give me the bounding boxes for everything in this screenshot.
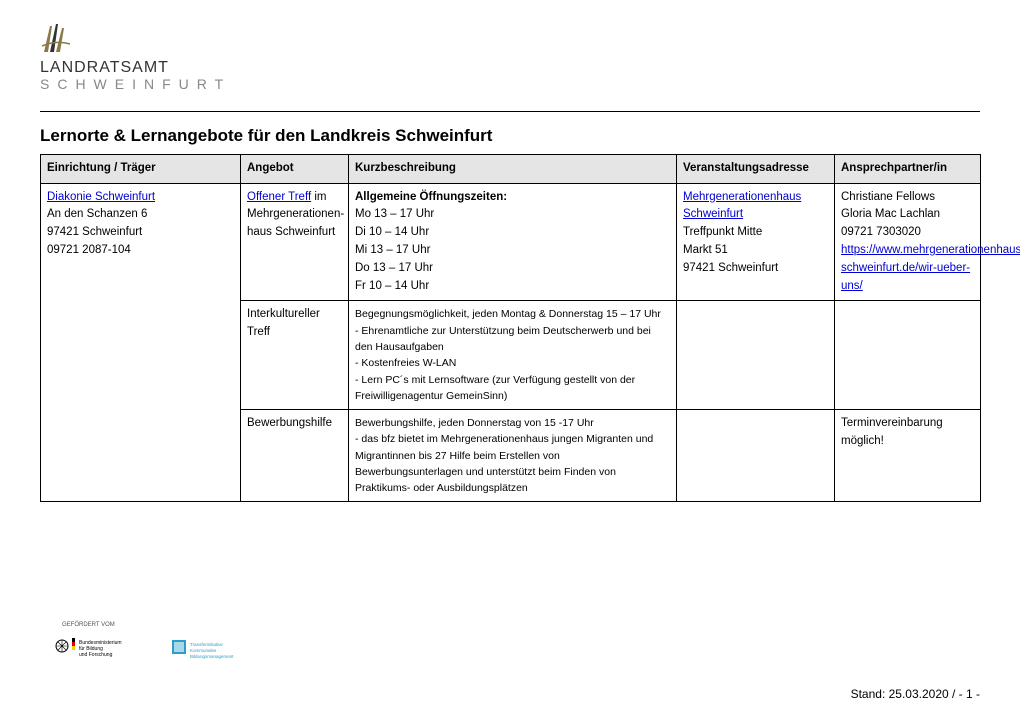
svg-text:Kommunales: Kommunales — [190, 648, 217, 653]
kurz-line: Fr 10 – 14 Uhr — [355, 280, 429, 292]
kurz-line: - Lern PC´s mit Lernsoftware (zur Verfüg… — [355, 374, 635, 402]
kurz-line: - Ehrenamtliche zur Unterstützung beim D… — [355, 325, 651, 353]
adr-line: 97421 Schweinfurt — [683, 262, 778, 274]
kurz-line: Mi 13 – 17 Uhr — [355, 244, 430, 256]
kurz-line: Di 10 – 14 Uhr — [355, 226, 429, 238]
svg-text:und Forschung: und Forschung — [79, 652, 113, 658]
cell-einrichtung: Diakonie Schweinfurt An den Schanzen 6 9… — [41, 183, 241, 502]
cell-ansprech: Christiane Fellows Gloria Mac Lachlan 09… — [835, 183, 981, 301]
logo-text-line1: LANDRATSAMT — [40, 60, 980, 76]
cell-adr-empty — [677, 410, 835, 502]
ansprech-line: Gloria Mac Lachlan — [841, 208, 940, 220]
col-ansprech: Ansprechpartner/in — [835, 154, 981, 183]
svg-text:Transferinitiative: Transferinitiative — [190, 642, 223, 647]
bmbf-logo-icon: Bundesministerium für Bildung und Forsch… — [52, 632, 142, 677]
table-row: Diakonie Schweinfurt An den Schanzen 6 9… — [41, 183, 981, 301]
kurz-line: - Kostenfreies W-LAN — [355, 357, 456, 369]
logo-mark-icon — [40, 22, 74, 58]
col-angebot: Angebot — [241, 154, 349, 183]
cell-kurz: Begegnungsmöglichkeit, jeden Montag & Do… — [349, 301, 677, 410]
svg-text:Bildungsmanagement: Bildungsmanagement — [190, 654, 234, 659]
ansprech-line: Christiane Fellows — [841, 191, 935, 203]
header-rule — [40, 111, 980, 112]
link-diakonie[interactable]: Diakonie Schweinfurt — [47, 191, 155, 203]
footer-logos: GEFÖRDERT VOM Bundesministerium für Bild… — [52, 632, 260, 677]
page-title: Lernorte & Lernangebote für den Landkrei… — [40, 126, 980, 146]
main-table: Einrichtung / Träger Angebot Kurzbeschre… — [40, 154, 981, 503]
adr-line: Markt 51 — [683, 244, 728, 256]
header-logo: LANDRATSAMT SCHWEINFURT — [40, 22, 980, 93]
col-kurz: Kurzbeschreibung — [349, 154, 677, 183]
table-header-row: Einrichtung / Träger Angebot Kurzbeschre… — [41, 154, 981, 183]
kurz-line: Do 13 – 17 Uhr — [355, 262, 433, 274]
kurz-line: Mo 13 – 17 Uhr — [355, 208, 434, 220]
page: LANDRATSAMT SCHWEINFURT Lernorte & Lerna… — [0, 0, 1020, 721]
cell-adr-empty — [677, 301, 835, 410]
cell-ansprech-empty — [835, 301, 981, 410]
footer-status: Stand: 25.03.2020 / - 1 - — [851, 687, 980, 701]
kurz-line: Begegnungsmöglichkeit, jeden Montag & Do… — [355, 308, 661, 320]
link-mehrgenerationenhaus[interactable]: Mehrgenerationenhaus Schweinfurt — [683, 191, 801, 221]
link-offener-treff[interactable]: Offener Treff — [247, 191, 311, 203]
col-adr: Veranstaltungsadresse — [677, 154, 835, 183]
cell-angebot: Bewerbungshilfe — [241, 410, 349, 502]
link-mgh-url[interactable]: https://www.mehrgenerationenhaus-schwein… — [841, 244, 1020, 292]
cell-adr: Mehrgenerationenhaus Schweinfurt Treffpu… — [677, 183, 835, 301]
einrichtung-phone: 09721 2087-104 — [47, 244, 131, 256]
cell-kurz: Allgemeine Öffnungszeiten: Mo 13 – 17 Uh… — [349, 183, 677, 301]
cell-kurz: Bewerbungshilfe, jeden Donnerstag von 15… — [349, 410, 677, 502]
cell-ansprech: Terminvereinbarung möglich! — [835, 410, 981, 502]
kurz-title: Allgemeine Öffnungszeiten: — [355, 191, 507, 203]
kurz-line: Bewerbungshilfe, jeden Donnerstag von 15… — [355, 417, 594, 429]
einrichtung-addr1: An den Schanzen 6 — [47, 208, 147, 220]
partner-logo-icon: Transferinitiative Kommunales Bildungsma… — [170, 632, 260, 677]
footer-label: GEFÖRDERT VOM — [62, 622, 115, 628]
kurz-line: - das bfz bietet im Mehrgenerationenhaus… — [355, 433, 653, 494]
logo-text-line2: SCHWEINFURT — [40, 76, 980, 93]
cell-angebot: Interkultureller Treff — [241, 301, 349, 410]
col-einrichtung: Einrichtung / Träger — [41, 154, 241, 183]
cell-angebot: Offener Treff im Mehrgenerationen-haus S… — [241, 183, 349, 301]
ansprech-line: 09721 7303020 — [841, 226, 921, 238]
einrichtung-addr2: 97421 Schweinfurt — [47, 226, 142, 238]
adr-line: Treffpunkt Mitte — [683, 226, 762, 238]
